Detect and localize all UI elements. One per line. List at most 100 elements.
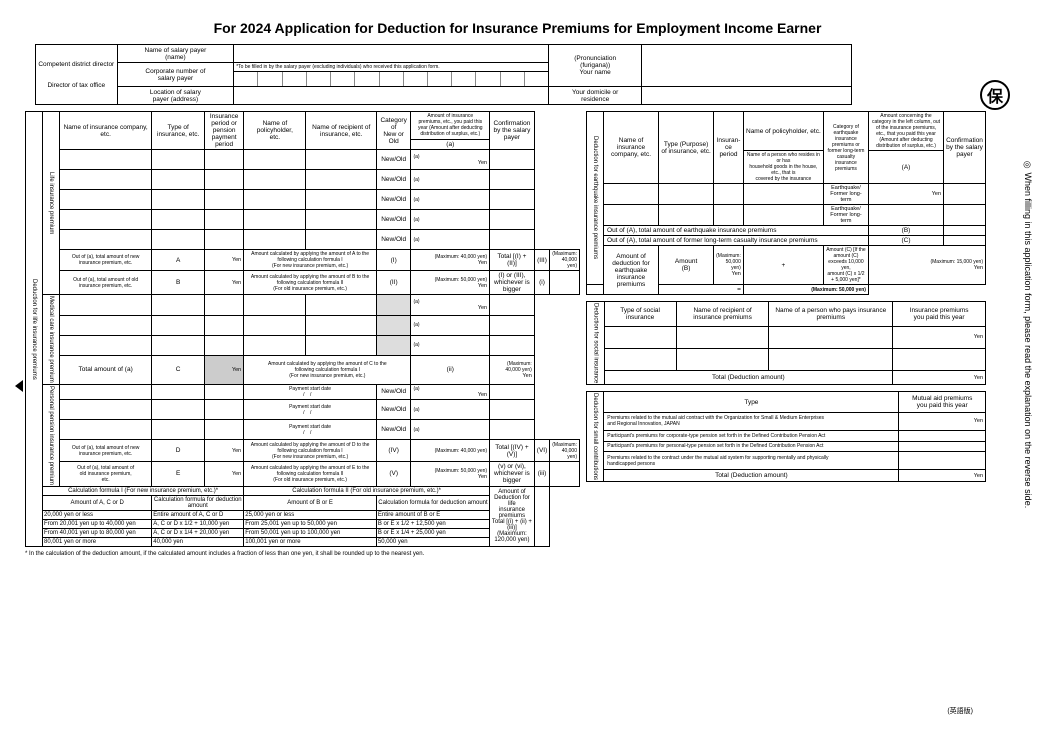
your-name-field[interactable]	[642, 45, 852, 87]
cell[interactable]	[604, 184, 659, 205]
newold[interactable]: New/Old	[376, 170, 411, 190]
yen[interactable]: Yen	[893, 326, 986, 348]
cell[interactable]	[60, 210, 152, 230]
cell[interactable]	[152, 400, 205, 420]
cell[interactable]	[944, 205, 986, 226]
cell[interactable]	[244, 315, 306, 335]
cell[interactable]	[868, 205, 943, 226]
cell[interactable]	[490, 295, 535, 316]
cell[interactable]	[490, 230, 535, 250]
cell[interactable]	[944, 184, 986, 205]
cell[interactable]	[490, 420, 535, 440]
corp-digit[interactable]	[476, 72, 500, 86]
corp-digit[interactable]	[331, 72, 355, 86]
cell[interactable]	[769, 326, 893, 348]
cell[interactable]	[152, 315, 205, 335]
cell[interactable]	[60, 315, 152, 335]
cell[interactable]	[204, 400, 243, 420]
cell[interactable]	[152, 210, 205, 230]
eq-cat[interactable]: Earthquake/ Former long- term	[823, 184, 868, 205]
cell[interactable]	[204, 335, 243, 355]
cell[interactable]	[714, 205, 744, 226]
cell[interactable]	[490, 335, 535, 355]
cell[interactable]	[944, 226, 986, 236]
cell[interactable]	[204, 384, 243, 400]
newold[interactable]: New/Old	[376, 384, 411, 400]
newold[interactable]: New/Old	[376, 420, 411, 440]
cell[interactable]	[244, 210, 306, 230]
newold[interactable]: New/Old	[376, 150, 411, 170]
cell[interactable]	[490, 210, 535, 230]
cell[interactable]	[60, 384, 152, 400]
cell[interactable]	[714, 184, 744, 205]
newold[interactable]: New/Old	[376, 190, 411, 210]
yen[interactable]: Yen	[893, 370, 986, 385]
cell[interactable]	[490, 170, 535, 190]
newold[interactable]: New/Old	[376, 400, 411, 420]
cell[interactable]	[490, 150, 535, 170]
corp-digit[interactable]	[355, 72, 379, 86]
cell[interactable]	[60, 295, 152, 316]
cell[interactable]	[743, 184, 823, 205]
cell[interactable]	[244, 295, 306, 316]
cell[interactable]	[60, 190, 152, 210]
cell[interactable]	[769, 348, 893, 370]
corp-digit[interactable]	[501, 72, 525, 86]
cell[interactable]	[152, 335, 205, 355]
ded-total-val[interactable]	[534, 486, 549, 546]
payer-name-field[interactable]	[234, 45, 549, 63]
cell[interactable]	[490, 400, 535, 420]
cell[interactable]	[152, 420, 205, 440]
cell[interactable]	[306, 150, 376, 170]
corp-digit[interactable]	[404, 72, 428, 86]
yen[interactable]: Yen	[899, 412, 986, 430]
cell[interactable]	[743, 205, 823, 226]
cell[interactable]	[152, 384, 205, 400]
cell[interactable]	[604, 326, 676, 348]
cell[interactable]	[204, 295, 243, 316]
corp-digit[interactable]	[452, 72, 476, 86]
corp-digit[interactable]	[307, 72, 331, 86]
cell[interactable]	[306, 230, 376, 250]
eq-cat[interactable]: Earthquake/ Former long- term	[823, 205, 868, 226]
yen[interactable]: Yen	[204, 461, 243, 486]
cell[interactable]	[244, 335, 306, 355]
corp-digit[interactable]	[283, 72, 307, 86]
corp-digit[interactable]	[234, 72, 258, 86]
cell[interactable]	[490, 384, 535, 400]
newold[interactable]: New/Old	[376, 230, 411, 250]
cell[interactable]	[204, 230, 243, 250]
corp-digit[interactable]	[525, 72, 548, 86]
cell[interactable]	[306, 315, 376, 335]
cell[interactable]	[244, 230, 306, 250]
cell[interactable]	[60, 335, 152, 355]
corp-digit[interactable]	[258, 72, 282, 86]
cell[interactable]	[490, 190, 535, 210]
newold[interactable]: New/Old	[376, 210, 411, 230]
corp-digit[interactable]	[428, 72, 452, 86]
cell[interactable]	[204, 190, 243, 210]
cell[interactable]	[893, 348, 986, 370]
cell[interactable]	[60, 150, 152, 170]
yen[interactable]: Yen	[204, 271, 243, 295]
cell[interactable]	[659, 184, 714, 205]
cell[interactable]	[204, 420, 243, 440]
cell[interactable]	[60, 420, 152, 440]
cell[interactable]	[899, 441, 986, 452]
cell[interactable]	[490, 315, 535, 335]
cell[interactable]	[152, 230, 205, 250]
domicile-field[interactable]	[642, 87, 852, 105]
cell[interactable]	[306, 170, 376, 190]
yen[interactable]: Yen	[204, 355, 243, 384]
cell[interactable]	[306, 335, 376, 355]
cell[interactable]	[604, 205, 659, 226]
yen[interactable]: Yen	[899, 470, 986, 482]
cell[interactable]	[204, 170, 243, 190]
cell[interactable]	[306, 210, 376, 230]
cell[interactable]	[604, 348, 676, 370]
cell[interactable]	[60, 170, 152, 190]
cell[interactable]	[60, 230, 152, 250]
yen[interactable]: Yen	[868, 184, 943, 205]
cell[interactable]	[152, 190, 205, 210]
cell[interactable]	[899, 452, 986, 470]
